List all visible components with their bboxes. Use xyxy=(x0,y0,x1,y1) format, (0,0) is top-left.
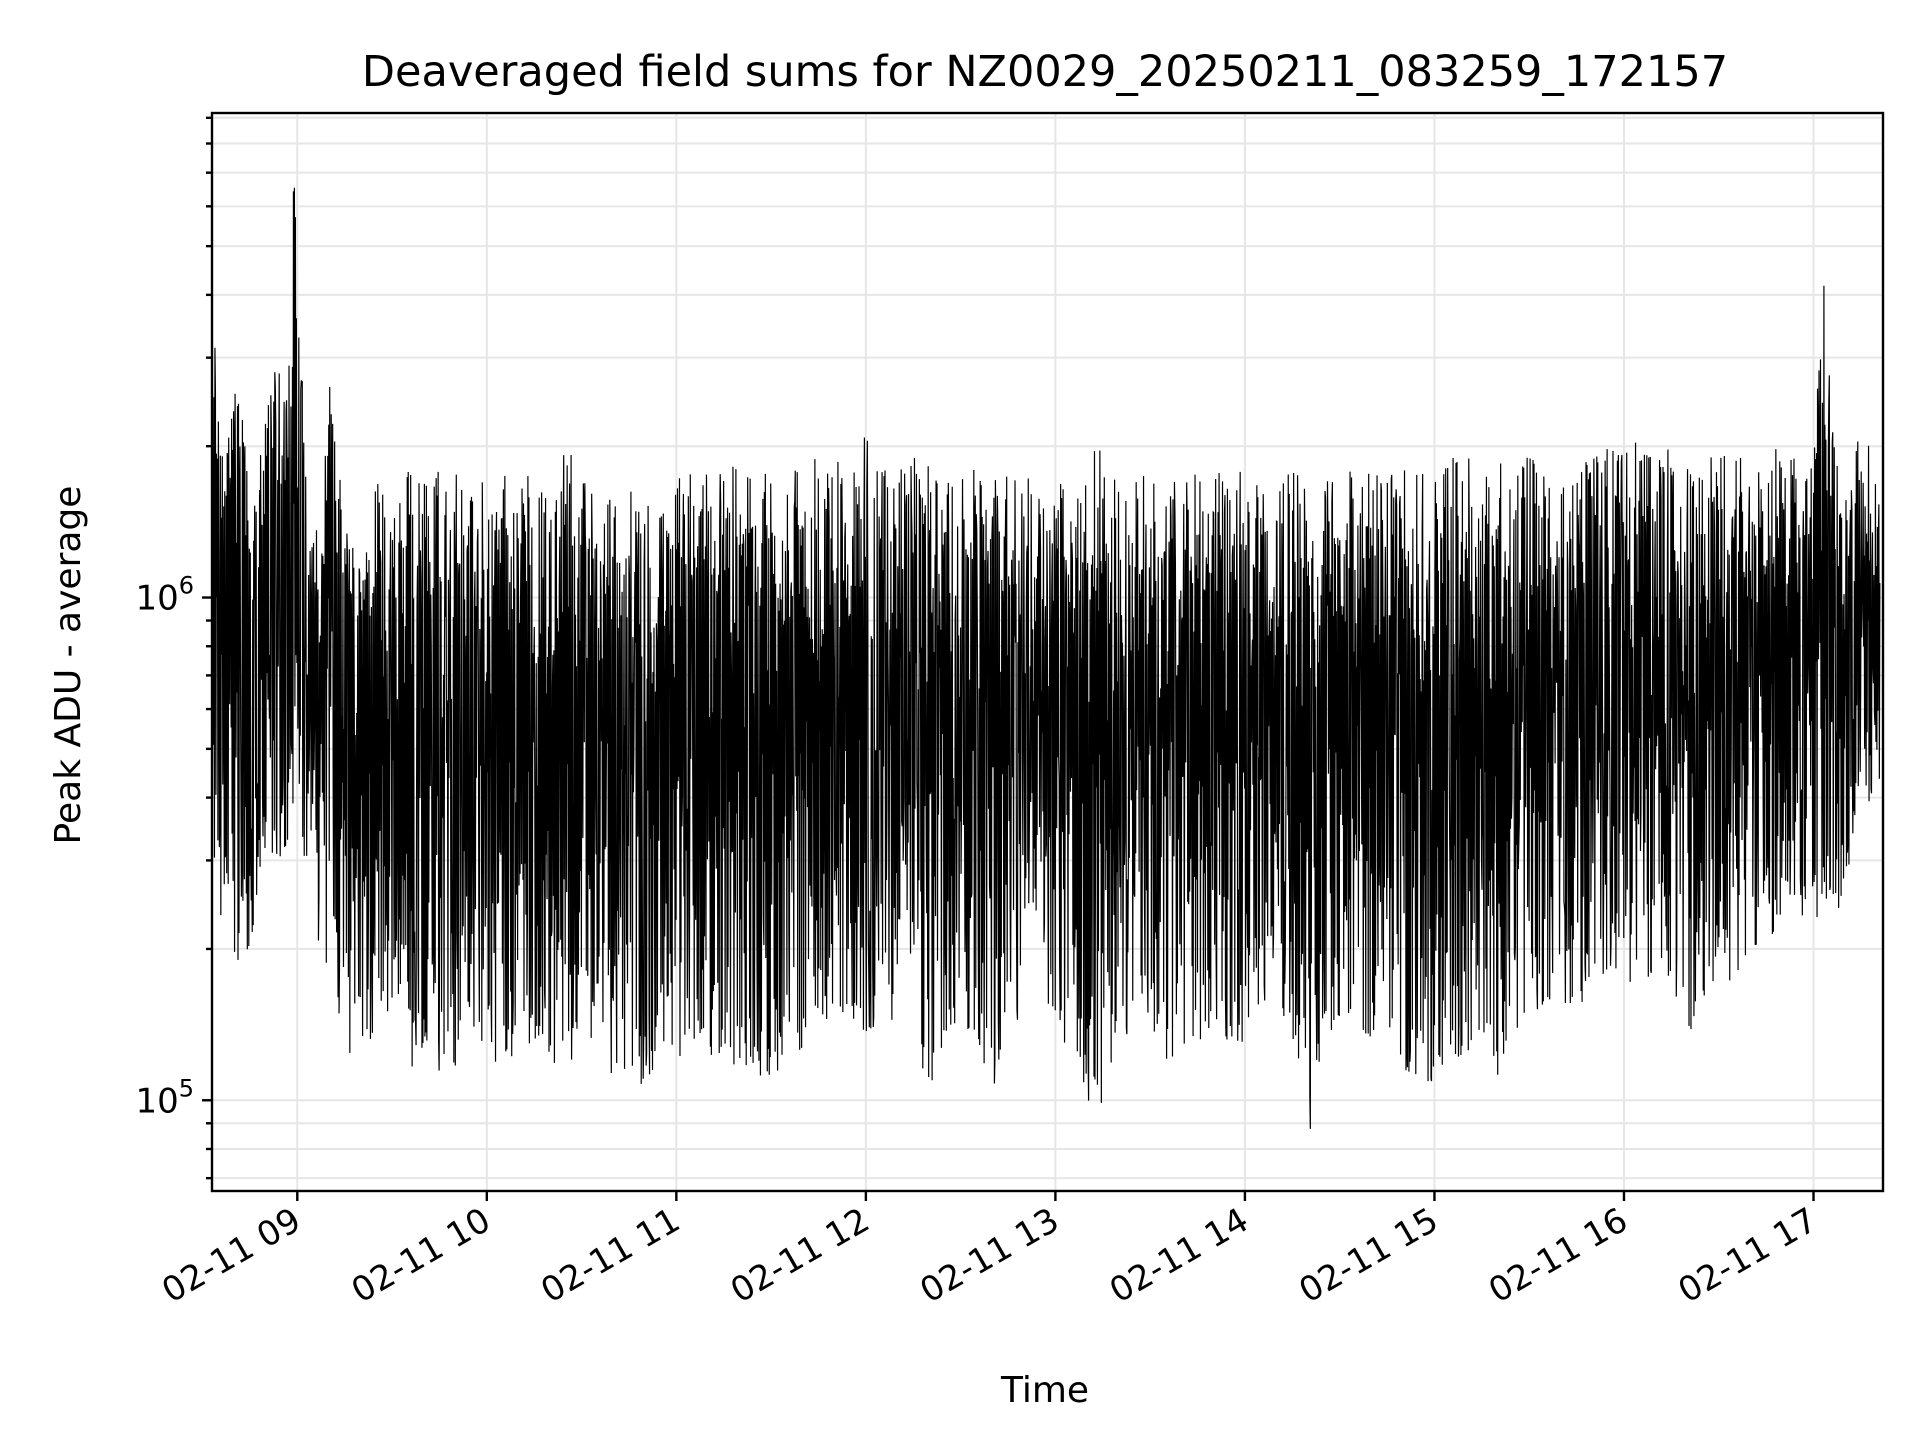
series-group xyxy=(211,187,1881,1129)
plot-frame xyxy=(210,111,1885,1193)
y-tick-label: 106 xyxy=(135,572,194,619)
x-axis-label: Time xyxy=(1000,1370,1089,1411)
series-0-line xyxy=(211,187,1881,1129)
y-axis-label: Peak ADU - average xyxy=(48,486,89,845)
chart-title: Deaveraged field sums for NZ0029_2025021… xyxy=(362,47,1728,97)
y-axis: 105 106 xyxy=(135,116,212,1180)
y-tick-label: 105 xyxy=(135,1074,194,1121)
